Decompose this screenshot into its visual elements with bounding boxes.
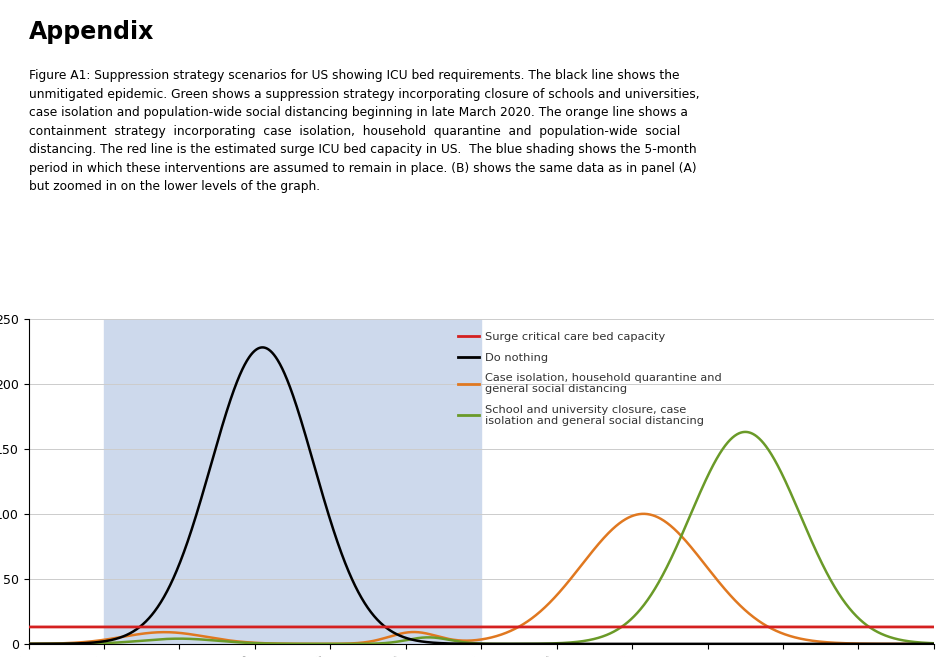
Text: Figure A1: Suppression strategy scenarios for US showing ICU bed requirements. T: Figure A1: Suppression strategy scenario… bbox=[29, 69, 699, 193]
Text: Appendix: Appendix bbox=[29, 20, 154, 44]
Bar bbox=[104, 319, 481, 644]
Legend: Surge critical care bed capacity, Do nothing, Case isolation, household quaranti: Surge critical care bed capacity, Do not… bbox=[453, 328, 725, 431]
